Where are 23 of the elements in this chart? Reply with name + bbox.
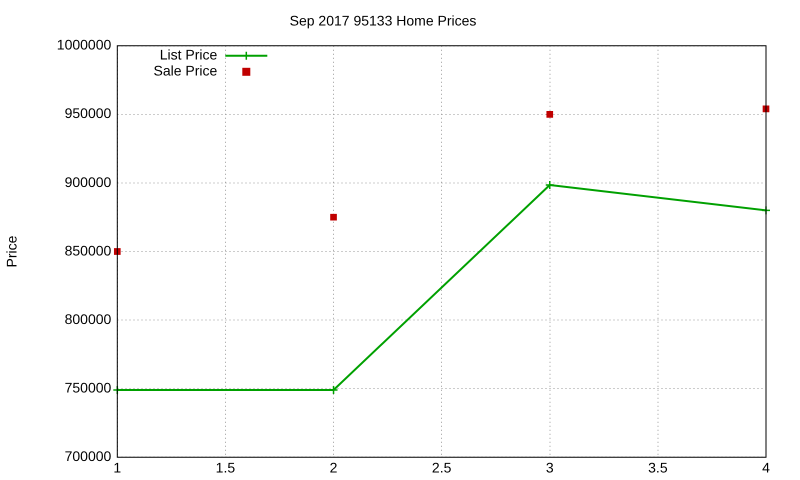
point	[761, 206, 771, 216]
y-tick-label: 900000	[64, 174, 112, 190]
x-tick-label: 4	[762, 459, 770, 476]
y-tick-label: 850000	[64, 242, 112, 258]
x-tick-label: 3	[546, 459, 554, 476]
x-tick-label: 1	[113, 459, 122, 476]
y-tick-label: 700000	[64, 448, 112, 464]
point	[762, 106, 770, 112]
point	[330, 214, 337, 221]
x-tick-label: 1.5	[216, 459, 236, 476]
y-axis-title: Price	[3, 235, 20, 268]
chart-title: Sep 2017 95133 Home Prices	[290, 12, 476, 28]
x-tick-label: 3.5	[648, 459, 668, 476]
legend-label: Sale Price	[153, 62, 218, 79]
x-tick-label: 2.5	[432, 459, 452, 476]
y-tick-label: 750000	[64, 379, 112, 396]
point	[546, 111, 554, 118]
legend-label: List Price	[160, 46, 218, 63]
x-tick-label: 2	[330, 459, 338, 476]
y-tick-label: 950000	[64, 105, 112, 122]
y-tick-label: 1000000	[56, 36, 112, 53]
y-tick-label: 800000	[64, 310, 112, 327]
point	[545, 180, 555, 190]
